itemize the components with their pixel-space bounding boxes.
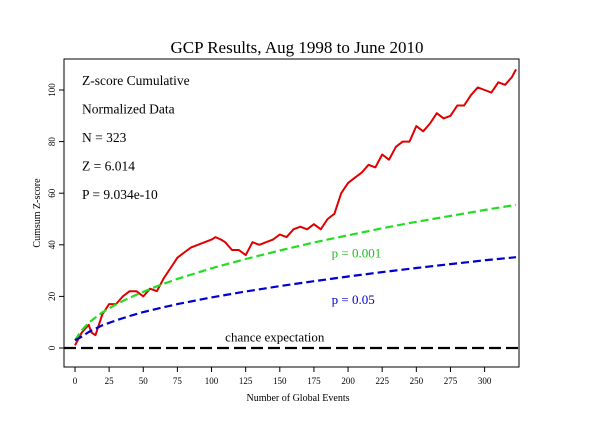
y-tick-label: 60 bbox=[47, 188, 57, 198]
y-tick-label: 20 bbox=[47, 291, 57, 301]
x-tick-label: 125 bbox=[239, 376, 253, 386]
x-tick-label: 0 bbox=[73, 376, 78, 386]
x-tick-label: 175 bbox=[307, 376, 321, 386]
series-line-1 bbox=[74, 203, 517, 341]
stats-line: Z = 6.014 bbox=[82, 159, 135, 174]
x-axis-label: Number of Global Events bbox=[246, 393, 349, 404]
plot-frame bbox=[63, 58, 520, 368]
stats-line: P = 9.034e-10 bbox=[82, 187, 158, 202]
series-line-2 bbox=[74, 256, 517, 342]
x-axis-ticks: 0 25 50 75 100 125 150 175 200 225 250 275 300 bbox=[73, 367, 492, 386]
y-axis-ticks: 0 20 40 60 80 100 bbox=[47, 83, 64, 350]
annotation-1: p = 0.05 bbox=[332, 292, 375, 307]
x-tick-label: 50 bbox=[139, 376, 149, 386]
y-tick-label: 80 bbox=[47, 137, 57, 147]
x-tick-label: 75 bbox=[173, 376, 183, 386]
x-tick-label: 300 bbox=[478, 376, 492, 386]
stats-line: N = 323 bbox=[82, 130, 127, 145]
y-tick-label: 40 bbox=[47, 240, 57, 250]
x-tick-label: 100 bbox=[205, 376, 219, 386]
y-axis-label: Cumsum Z-score bbox=[32, 178, 43, 248]
chart-title: GCP Results, Aug 1998 to June 2010 bbox=[171, 38, 424, 57]
stats-line: Normalized Data bbox=[82, 102, 175, 117]
x-tick-label: 250 bbox=[410, 376, 424, 386]
y-tick-label: 100 bbox=[47, 83, 57, 97]
annotation-2: chance expectation bbox=[225, 330, 325, 345]
x-tick-label: 275 bbox=[444, 376, 458, 386]
annotation-0: p = 0.001 bbox=[332, 246, 382, 261]
series-line-0 bbox=[74, 68, 517, 346]
annotation-layer: p = 0.001 p = 0.05 chance expectation bbox=[225, 246, 381, 345]
x-tick-label: 150 bbox=[273, 376, 287, 386]
x-tick-label: 25 bbox=[105, 376, 115, 386]
series-layer bbox=[64, 68, 519, 350]
y-tick-label: 0 bbox=[47, 345, 57, 350]
x-tick-label: 200 bbox=[341, 376, 355, 386]
x-tick-label: 225 bbox=[375, 376, 389, 386]
stats-box: Z-score Cumulative Normalized Data N = 323… bbox=[82, 73, 190, 202]
stats-line: Z-score Cumulative bbox=[82, 73, 190, 88]
